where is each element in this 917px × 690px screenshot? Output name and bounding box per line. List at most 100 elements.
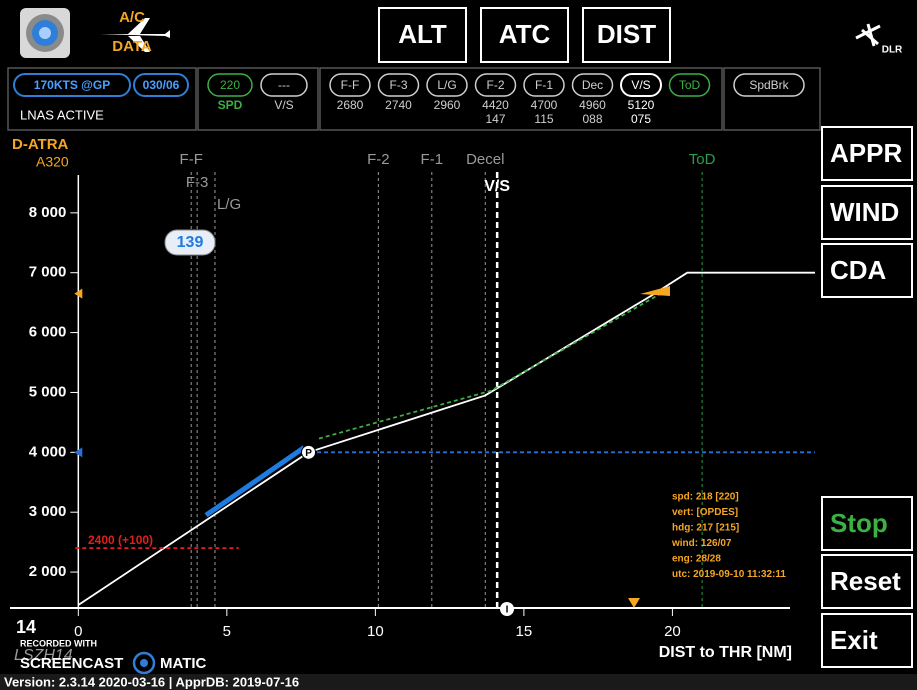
- marker-label: V/S: [484, 178, 510, 195]
- top-buttons: ALT ATC DIST: [378, 7, 671, 63]
- side-button[interactable]: Reset: [821, 554, 913, 609]
- fix-pill: [426, 73, 468, 97]
- marker-label: F-3: [186, 174, 209, 191]
- button-label: Stop: [830, 508, 888, 538]
- y-tick-label: 6 000: [29, 324, 67, 341]
- x-axis-label: DIST to THR [NM]: [659, 644, 792, 661]
- top-button[interactable]: DIST: [582, 7, 671, 63]
- fix-name: F-2: [487, 78, 505, 92]
- footer: Version: 2.3.14 2020-03-16 | ApprDB: 201…: [4, 674, 299, 689]
- fix-name: L/G: [437, 78, 456, 92]
- fix-alt: 4420: [482, 98, 509, 112]
- brake-pill: [733, 73, 805, 97]
- logo-text: DLR: [882, 45, 903, 56]
- speed-bubble-text: 139: [177, 234, 204, 251]
- fix-name: F-1: [535, 78, 553, 92]
- marker-label: F-F: [180, 151, 203, 168]
- speedbrake: SpdBrk: [749, 78, 789, 92]
- fix-sub: 147: [485, 112, 505, 126]
- button-label: APPR: [830, 138, 902, 168]
- info-line: wind: 126/07: [671, 538, 732, 549]
- button-box: [821, 554, 913, 609]
- side-button[interactable]: Stop: [821, 496, 913, 551]
- p-marker: [301, 444, 317, 460]
- i-marker: [500, 602, 514, 616]
- spd-pill: [207, 73, 253, 97]
- info-line: spd: 218 [220]: [672, 492, 739, 503]
- aircraft-icon[interactable]: [100, 18, 170, 52]
- marker-label: ToD: [689, 151, 716, 168]
- top-button[interactable]: ALT: [378, 7, 467, 63]
- i-label: I: [506, 605, 509, 616]
- y-tick-label: 4 000: [29, 443, 67, 460]
- marker-label: F-1: [421, 151, 444, 168]
- fix-name: F-F: [341, 78, 360, 92]
- y-tick-label: 8 000: [29, 204, 67, 221]
- aircraft-id: D-ATRA: [12, 136, 69, 153]
- fix-pill: [329, 73, 371, 97]
- button-label: WIND: [830, 197, 899, 227]
- marker-label: F-2: [367, 151, 390, 168]
- status-group: [7, 67, 197, 131]
- runway: 14: [16, 617, 36, 637]
- marker-label: L/G: [217, 196, 241, 213]
- fix-name: ToD: [679, 78, 701, 92]
- button-label: Reset: [830, 566, 901, 596]
- data-label: DATA: [112, 38, 152, 55]
- profile-line: [204, 445, 306, 518]
- button-box: [378, 7, 467, 63]
- side-button[interactable]: WIND: [821, 185, 913, 240]
- y-tick-label: 2 000: [29, 563, 67, 580]
- button-box: [821, 496, 913, 551]
- top-button[interactable]: ATC: [480, 7, 569, 63]
- watermark-brand: SCREENCAST: [20, 655, 123, 672]
- marker-label: Decel: [466, 151, 504, 168]
- ac-label: A/C: [119, 9, 145, 26]
- fix-pill: [571, 73, 614, 97]
- info-line: eng: 28/28: [672, 554, 721, 565]
- info-box: spd: 218 [220] vert: [OPDES] hdg: 217 [215…: [671, 492, 786, 581]
- vs-label: V/S: [274, 98, 293, 112]
- y-tick-label: 3 000: [29, 503, 67, 520]
- profile-line: [318, 292, 661, 440]
- watermark-small: RECORDED WITH: [20, 638, 97, 648]
- y-tick-label: 5 000: [29, 383, 67, 400]
- fix-name: F-3: [390, 78, 408, 92]
- speed-bubble: [164, 229, 216, 256]
- watermark-brand-end: MATIC: [160, 655, 207, 672]
- button-label: DIST: [597, 19, 656, 49]
- button-box: [821, 185, 913, 240]
- fix-name: V/S: [631, 78, 650, 92]
- side-button[interactable]: CDA: [821, 243, 913, 298]
- settings-icon[interactable]: [20, 8, 70, 58]
- side-button[interactable]: Exit: [821, 613, 913, 668]
- axis-indicator: [74, 288, 83, 299]
- button-box: [821, 243, 913, 298]
- fix-alt: 4960: [579, 98, 606, 112]
- runway-watermark: LSZH14: [14, 647, 73, 664]
- fix-pill: [523, 73, 565, 97]
- side-button[interactable]: APPR: [821, 126, 913, 181]
- info-line: hdg: 217 [215]: [672, 523, 739, 534]
- button-box: [821, 126, 913, 181]
- fix-sub: 088: [582, 112, 602, 126]
- mode-group: [197, 67, 319, 131]
- x-tick-label: 0: [74, 623, 82, 640]
- info-line: utc: 2019-09-10 11:32:11: [672, 569, 786, 580]
- fix-alt: 2740: [385, 98, 412, 112]
- fix-alt: 2960: [434, 98, 461, 112]
- vs-pill: [260, 73, 308, 97]
- fix-sub: 075: [631, 112, 651, 126]
- fix-group: [319, 67, 723, 131]
- footer-bar: [0, 674, 917, 690]
- info-line: vert: [OPDES]: [672, 507, 738, 518]
- vs-value: ---: [278, 78, 290, 92]
- speed-mode: 170KTS @GP: [34, 78, 110, 92]
- x-tick-label: 15: [516, 623, 533, 640]
- aircraft-model: A320: [36, 154, 69, 170]
- spd-label: SPD: [218, 98, 243, 112]
- fix-pill: [474, 73, 517, 97]
- axis-indicator: [74, 447, 83, 458]
